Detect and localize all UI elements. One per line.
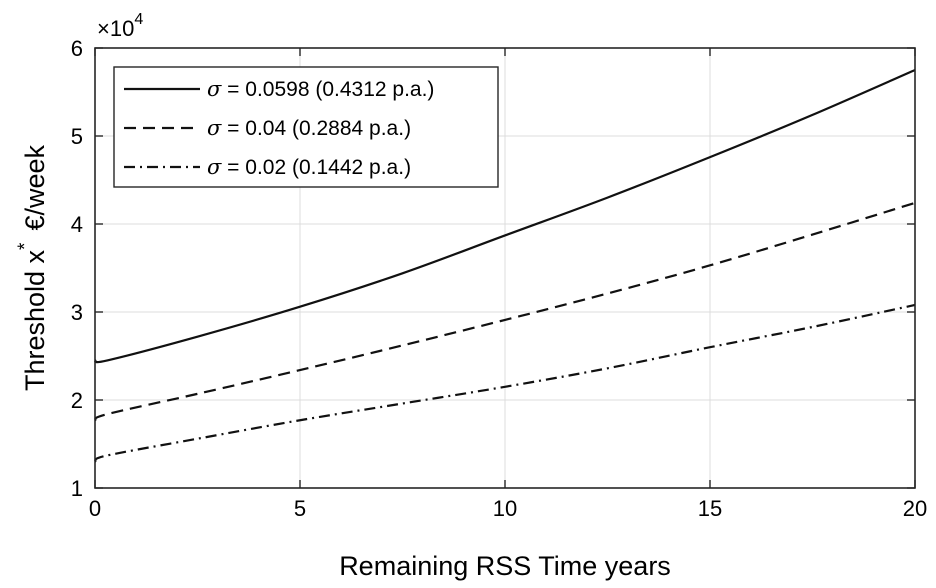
series-lines <box>94 68 916 463</box>
legend-label-1: σ = 0.04 (0.2884 p.a.) <box>207 116 411 140</box>
y-tick-label-0: 1 <box>71 476 83 501</box>
y-tick-label-1: 2 <box>71 388 83 413</box>
legend-sigma-0: σ <box>207 77 222 101</box>
series-line-1 <box>94 201 916 422</box>
y-axis-title-unit: €/week <box>20 144 50 230</box>
x-tick-label-4: 20 <box>903 496 927 521</box>
legend-sigma-1: σ <box>207 116 222 140</box>
x-tick-label-1: 5 <box>294 496 306 521</box>
series-line-0 <box>94 68 916 364</box>
y-axis-title: Threshold x* €/week <box>15 144 50 391</box>
legend-label-0: σ = 0.0598 (0.4312 p.a.) <box>207 77 434 101</box>
y-exponent-base: ×10 <box>97 16 134 41</box>
y-tick-label-4: 5 <box>71 124 83 149</box>
y-tick-label-2: 3 <box>71 300 83 325</box>
axis-ticks: 0 5 10 15 20 1 2 3 4 5 6 <box>71 36 927 521</box>
legend: σ = 0.0598 (0.4312 p.a.)σ = 0.04 (0.2884… <box>113 66 499 188</box>
y-axis-exponent: ×104 <box>97 11 143 41</box>
y-tick-label-5: 6 <box>71 36 83 61</box>
y-exponent-power: 4 <box>134 11 143 28</box>
legend-text-1: = 0.04 (0.2884 p.a.) <box>221 117 411 140</box>
x-tick-label-2: 10 <box>493 496 517 521</box>
y-tick-label-3: 4 <box>71 212 83 237</box>
series-line-2 <box>94 303 916 463</box>
x-tick-label-0: 0 <box>89 496 101 521</box>
legend-text-0: = 0.0598 (0.4312 p.a.) <box>221 78 434 101</box>
x-tick-label-3: 15 <box>698 496 722 521</box>
legend-label-2: σ = 0.02 (0.1442 p.a.) <box>207 155 411 179</box>
x-axis-title: Remaining RSS Time years <box>339 551 671 581</box>
y-axis-title-main: Threshold x <box>20 249 50 391</box>
legend-text-2: = 0.02 (0.1442 p.a.) <box>221 156 411 179</box>
y-axis-title-superscript: * <box>15 242 36 250</box>
legend-sigma-2: σ <box>207 155 222 179</box>
